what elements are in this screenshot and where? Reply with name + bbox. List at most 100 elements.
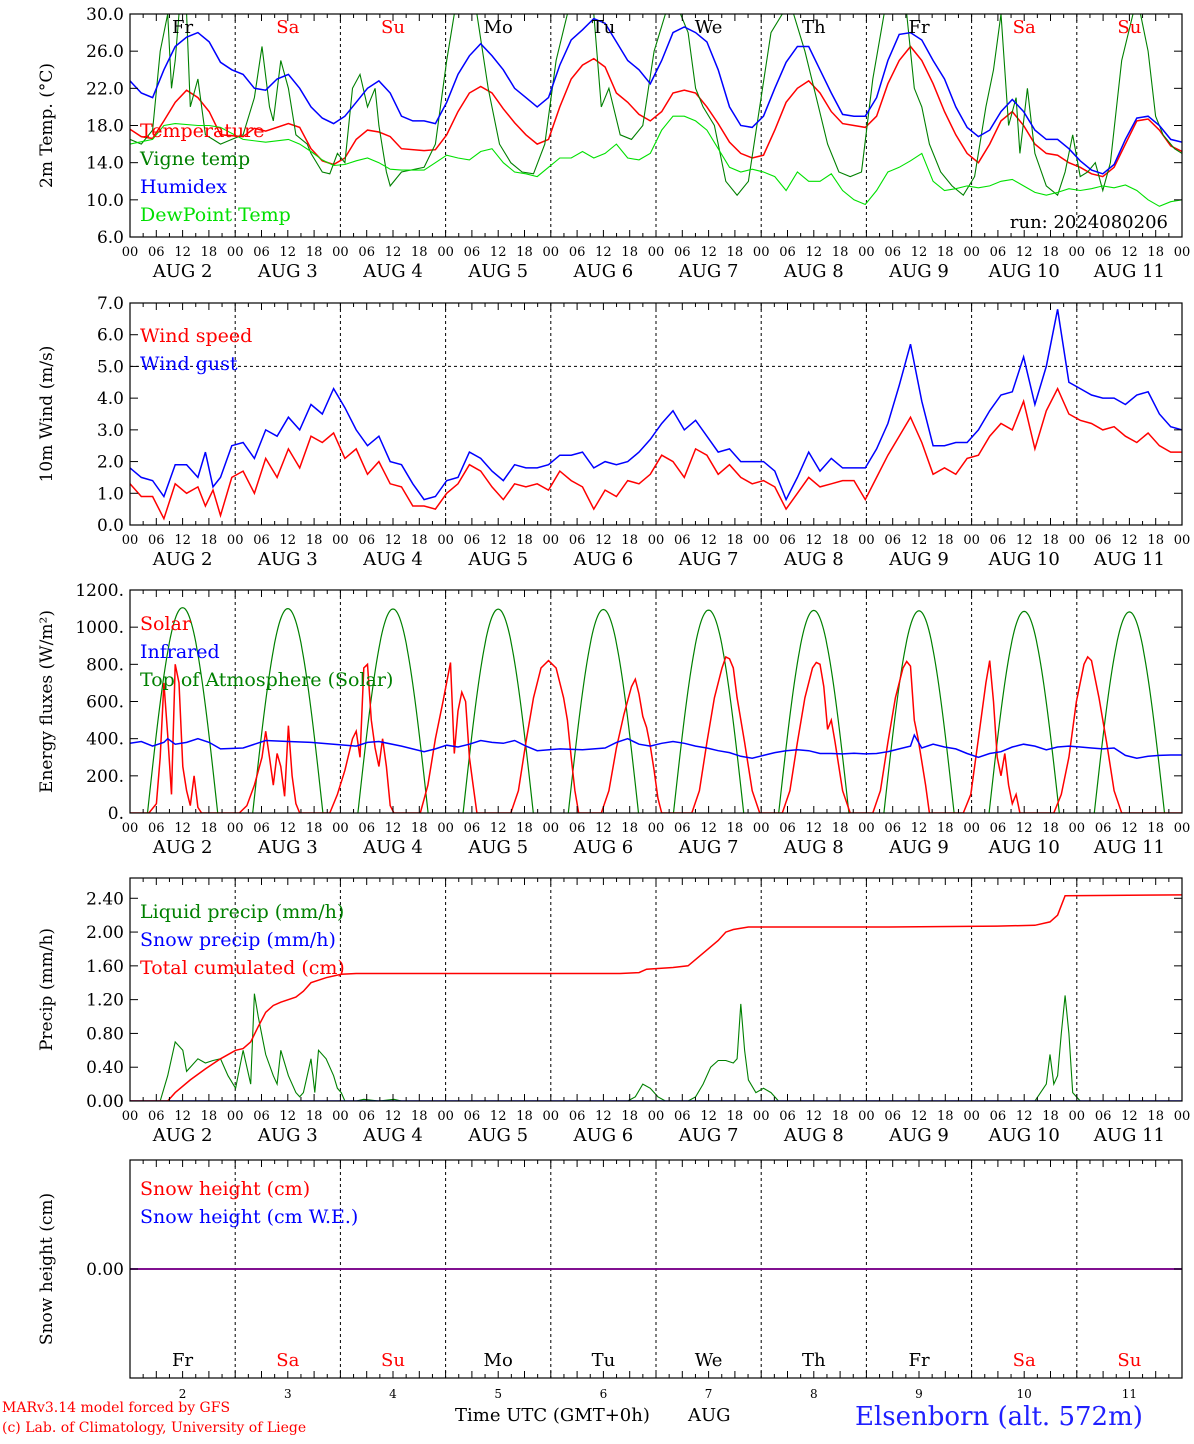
weekday-label: Sa <box>276 1350 299 1371</box>
hour-tick-label: 00 <box>437 1109 454 1124</box>
day-label: AUG 10 <box>988 261 1060 282</box>
hour-tick-label: 06 <box>253 533 270 548</box>
y-tick-label: 6.0 <box>97 326 124 346</box>
hour-tick-label: 06 <box>358 821 375 836</box>
hour-tick-label: 00 <box>1069 245 1086 260</box>
y-tick-label: 0. <box>108 804 124 824</box>
hour-tick-label: 18 <box>411 533 428 548</box>
hour-tick-label: 12 <box>385 821 402 836</box>
y-tick-label: 4.0 <box>97 389 124 409</box>
hour-tick-label: 00 <box>543 1109 560 1124</box>
hour-tick-label: 18 <box>306 1109 323 1124</box>
hour-tick-label: 06 <box>884 821 901 836</box>
hour-tick-label: 18 <box>937 821 954 836</box>
series-line-infrared <box>130 733 1182 759</box>
legend-item: Snow height (cm W.E.) <box>140 1206 358 1228</box>
hour-tick-label: 18 <box>727 821 744 836</box>
hour-tick-label: 00 <box>1174 821 1191 836</box>
hour-tick-label: 06 <box>1095 245 1112 260</box>
y-tick-label: 5.0 <box>97 357 124 377</box>
hour-tick-label: 18 <box>1147 821 1164 836</box>
series-line-solar <box>130 655 1182 813</box>
hour-tick-label: 00 <box>753 1109 770 1124</box>
day-number: 11 <box>1122 1387 1137 1401</box>
hour-tick-label: 18 <box>516 821 533 836</box>
day-number: 7 <box>705 1387 713 1401</box>
hour-tick-label: 06 <box>990 245 1007 260</box>
hour-tick-label: 06 <box>779 533 796 548</box>
y-tick-label: 400. <box>86 730 124 750</box>
hour-tick-label: 06 <box>1095 533 1112 548</box>
y-tick-label: 0.00 <box>86 1260 124 1280</box>
hour-tick-label: 00 <box>332 533 349 548</box>
y-tick-label: 1.20 <box>86 991 124 1011</box>
y-tick-label: 3.0 <box>97 421 124 441</box>
hour-tick-label: 00 <box>1069 821 1086 836</box>
hour-tick-label: 06 <box>674 1109 691 1124</box>
hour-tick-label: 06 <box>358 533 375 548</box>
hour-tick-label: 06 <box>990 533 1007 548</box>
hour-tick-label: 00 <box>543 821 560 836</box>
series-line-humidex <box>130 17 1182 175</box>
hour-tick-label: 18 <box>727 245 744 260</box>
hour-tick-label: 12 <box>280 533 297 548</box>
day-label: AUG 6 <box>573 837 634 858</box>
hour-tick-label: 12 <box>1121 821 1138 836</box>
hour-tick-label: 12 <box>1121 533 1138 548</box>
day-label: AUG 10 <box>988 837 1060 858</box>
hour-tick-label: 00 <box>1174 1109 1191 1124</box>
hour-tick-label: 00 <box>332 1109 349 1124</box>
weekday-label: Fr <box>172 17 193 38</box>
legend-item: DewPoint Temp <box>140 204 291 226</box>
hour-tick-label: 18 <box>306 821 323 836</box>
weekday-label: Tu <box>592 17 616 38</box>
weekday-label: Th <box>802 17 826 38</box>
hour-tick-label: 00 <box>332 245 349 260</box>
series-line-total-cumulated-cm <box>130 894 1182 1101</box>
weekday-label: Fr <box>908 1350 929 1371</box>
hour-tick-label: 18 <box>1042 245 1059 260</box>
hour-tick-label: 06 <box>1095 821 1112 836</box>
hour-tick-label: 12 <box>1016 245 1033 260</box>
hour-tick-label: 18 <box>1042 821 1059 836</box>
day-label: AUG 7 <box>678 837 739 858</box>
hour-tick-label: 00 <box>963 245 980 260</box>
day-label: AUG 4 <box>362 1125 423 1146</box>
legend-item: Snow height (cm) <box>140 1178 310 1200</box>
hour-tick-label: 12 <box>700 245 717 260</box>
hour-tick-label: 12 <box>1121 1109 1138 1124</box>
hour-tick-label: 18 <box>937 533 954 548</box>
hour-tick-label: 18 <box>306 533 323 548</box>
weekday-label: Th <box>802 1350 826 1371</box>
hour-tick-label: 12 <box>911 1109 928 1124</box>
day-label: AUG 9 <box>888 1125 949 1146</box>
day-label: AUG 2 <box>152 1125 213 1146</box>
day-number: 8 <box>810 1387 818 1401</box>
hour-tick-label: 06 <box>779 1109 796 1124</box>
time-axis-title: Time UTC (GMT+0h) <box>455 1405 650 1426</box>
hour-tick-label: 12 <box>1016 1109 1033 1124</box>
day-label: AUG 2 <box>152 837 213 858</box>
hour-tick-label: 06 <box>253 245 270 260</box>
y-tick-label: 2.40 <box>86 889 124 909</box>
hour-tick-label: 00 <box>437 533 454 548</box>
weekday-label: Sa <box>1013 17 1036 38</box>
y-tick-label: 1.60 <box>86 957 124 977</box>
y-tick-label: 6.0 <box>97 228 124 248</box>
hour-tick-label: 00 <box>332 821 349 836</box>
lab-credit: (c) Lab. of Climatology, University of L… <box>2 1420 307 1436</box>
day-label: AUG 7 <box>678 261 739 282</box>
hour-tick-label: 12 <box>490 533 507 548</box>
station-label: Elsenborn (alt. 572m) <box>855 1402 1143 1432</box>
hour-tick-label: 00 <box>648 821 665 836</box>
hour-tick-label: 06 <box>358 1109 375 1124</box>
y-axis-label: Energy fluxes (W/m²) <box>37 610 57 793</box>
hour-tick-label: 00 <box>858 1109 875 1124</box>
weekday-label: Mo <box>484 17 513 38</box>
hour-tick-label: 06 <box>569 533 586 548</box>
day-label: AUG 3 <box>257 1125 318 1146</box>
hour-tick-label: 00 <box>543 533 560 548</box>
hour-tick-label: 00 <box>753 533 770 548</box>
y-axis-label: 2m Temp. (°C) <box>37 63 57 188</box>
